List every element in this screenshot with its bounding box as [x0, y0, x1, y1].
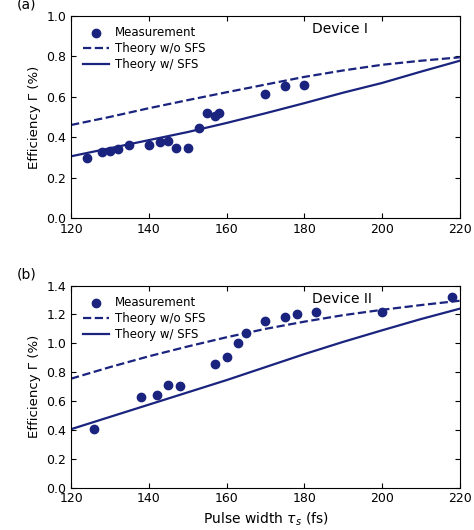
- Theory w/ SFS: [146, 401, 152, 408]
- Theory w/ SFS: [301, 100, 307, 107]
- Theory w/ SFS: [457, 58, 463, 64]
- Measurement: [211, 359, 219, 368]
- Measurement: [137, 393, 145, 402]
- Theory w/o SFS: [68, 375, 74, 382]
- Measurement: [91, 425, 98, 434]
- Measurement: [235, 339, 242, 348]
- Theory w/ SFS: [224, 120, 229, 126]
- Theory w/ SFS: [340, 90, 346, 96]
- Legend: Measurement, Theory w/o SFS, Theory w/ SFS: Measurement, Theory w/o SFS, Theory w/ S…: [81, 24, 208, 74]
- Theory w/ SFS: [185, 389, 191, 395]
- Theory w/o SFS: [185, 343, 191, 350]
- Measurement: [196, 124, 203, 132]
- Theory w/o SFS: [224, 334, 229, 340]
- Theory w/ SFS: [340, 339, 346, 345]
- Theory w/o SFS: [146, 353, 152, 359]
- Theory w/o SFS: [379, 61, 385, 68]
- Legend: Measurement, Theory w/o SFS, Theory w/ SFS: Measurement, Theory w/o SFS, Theory w/ S…: [81, 294, 208, 343]
- Measurement: [211, 112, 219, 120]
- Measurement: [172, 144, 180, 153]
- Theory w/ SFS: [68, 153, 74, 160]
- Measurement: [293, 310, 301, 318]
- Theory w/ SFS: [301, 351, 307, 357]
- Theory w/o SFS: [457, 297, 463, 304]
- Theory w/o SFS: [68, 122, 74, 128]
- Theory w/o SFS: [107, 114, 113, 120]
- Text: (a): (a): [17, 0, 36, 12]
- Theory w/o SFS: [457, 54, 463, 60]
- Theory w/ SFS: [418, 316, 424, 322]
- Theory w/o SFS: [146, 105, 152, 111]
- Theory w/ SFS: [146, 137, 152, 143]
- Measurement: [157, 138, 164, 146]
- Theory w/o SFS: [185, 97, 191, 103]
- Theory w/ SFS: [379, 327, 385, 333]
- Theory w/ SFS: [263, 364, 268, 370]
- Measurement: [164, 137, 172, 145]
- Measurement: [215, 109, 223, 117]
- Measurement: [242, 329, 250, 338]
- Measurement: [281, 81, 289, 90]
- Measurement: [281, 313, 289, 322]
- Measurement: [83, 154, 91, 163]
- Measurement: [106, 146, 114, 155]
- Measurement: [126, 141, 133, 149]
- Line: Theory w/ SFS: Theory w/ SFS: [71, 308, 460, 429]
- Theory w/o SFS: [340, 67, 346, 74]
- Measurement: [262, 317, 269, 325]
- Theory w/ SFS: [379, 80, 385, 86]
- Theory w/ SFS: [107, 414, 113, 420]
- Measurement: [99, 148, 106, 156]
- Measurement: [176, 382, 184, 390]
- Theory w/ SFS: [107, 145, 113, 152]
- Theory w/o SFS: [418, 302, 424, 308]
- Text: Device I: Device I: [312, 22, 368, 36]
- Theory w/ SFS: [418, 68, 424, 75]
- Measurement: [378, 308, 386, 316]
- Theory w/ SFS: [224, 377, 229, 383]
- Y-axis label: Efficiency Γ (%): Efficiency Γ (%): [27, 335, 41, 438]
- Text: Device II: Device II: [312, 292, 372, 306]
- Measurement: [114, 145, 121, 154]
- Theory w/o SFS: [107, 364, 113, 370]
- Measurement: [262, 90, 269, 98]
- Theory w/ SFS: [185, 129, 191, 135]
- Theory w/o SFS: [340, 312, 346, 319]
- Theory w/o SFS: [263, 326, 268, 332]
- Text: (b): (b): [17, 268, 36, 281]
- Theory w/o SFS: [301, 319, 307, 325]
- Measurement: [312, 308, 320, 316]
- Measurement: [164, 381, 172, 390]
- Measurement: [153, 390, 160, 399]
- Measurement: [223, 353, 230, 361]
- Line: Theory w/o SFS: Theory w/o SFS: [71, 57, 460, 125]
- Line: Theory w/o SFS: Theory w/o SFS: [71, 301, 460, 378]
- Measurement: [301, 81, 308, 89]
- Measurement: [203, 109, 211, 117]
- Measurement: [448, 293, 456, 302]
- Theory w/o SFS: [301, 74, 307, 80]
- Theory w/ SFS: [457, 305, 463, 312]
- Theory w/o SFS: [418, 58, 424, 64]
- Theory w/o SFS: [379, 307, 385, 313]
- Measurement: [184, 144, 191, 153]
- Y-axis label: Efficiency Γ (%): Efficiency Γ (%): [27, 65, 41, 169]
- Measurement: [145, 141, 153, 149]
- X-axis label: Pulse width $\tau_s$ (fs): Pulse width $\tau_s$ (fs): [202, 511, 328, 528]
- Theory w/o SFS: [224, 89, 229, 95]
- Theory w/o SFS: [263, 82, 268, 88]
- Theory w/ SFS: [263, 110, 268, 117]
- Line: Theory w/ SFS: Theory w/ SFS: [71, 61, 460, 156]
- Theory w/ SFS: [68, 426, 74, 432]
